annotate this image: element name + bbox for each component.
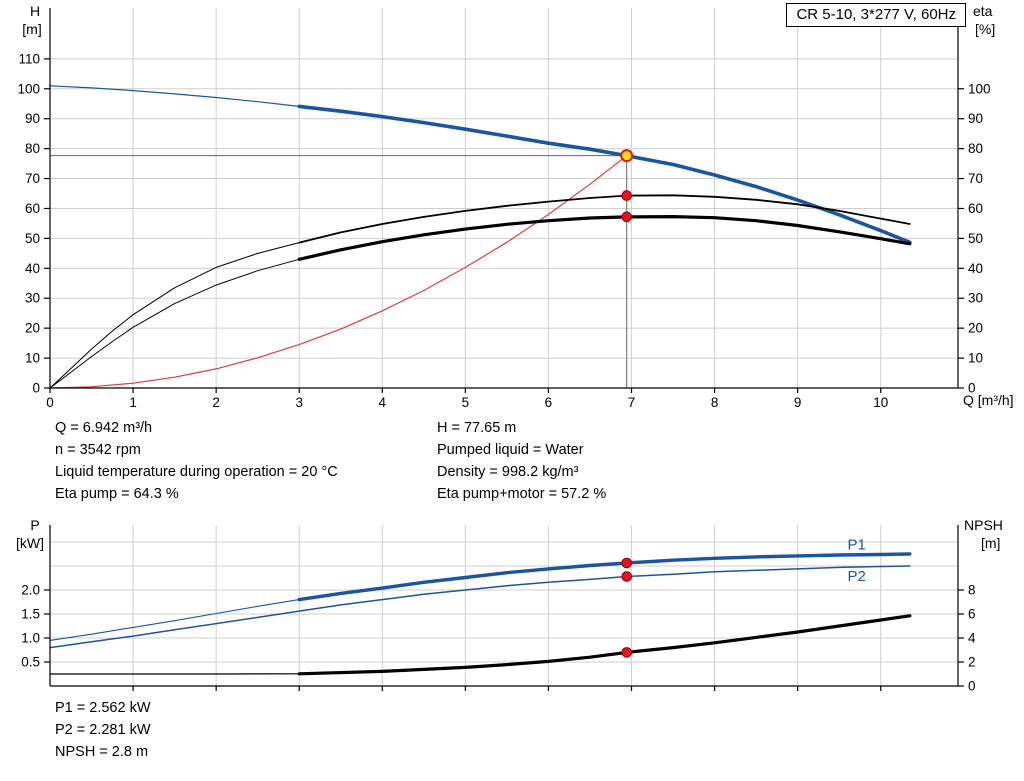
marker-eta-pump-point [621,190,633,201]
tick-label-left: 70 [25,171,40,186]
tick-label-x: 7 [628,395,636,410]
tick-label-x: 10 [873,395,888,410]
tick-label-x: 6 [545,395,553,410]
series-p1-lead [49,599,300,641]
duty-info-right-column: H = 77.65 m Pumped liquid = Water Densit… [437,417,606,505]
info-density: Density = 998.2 kg/m³ [437,464,579,480]
tick-label-left: 20 [25,321,40,336]
info-p1: P1 = 2.562 kW [55,700,151,716]
info-npsh: NPSH = 2.8 m [55,744,149,760]
npsh-axis-title: NPSH [964,517,1003,533]
pump-model-title: CR 5-10, 3*277 V, 60Hz [786,3,966,27]
tick-label-x: 5 [462,395,470,410]
tick-label-left: 0 [32,381,40,396]
tick-label-right: 8 [968,583,976,598]
tick-label-x: 2 [212,395,220,410]
npsh-axis-unit: [m] [981,535,1001,551]
tick-label-left: 30 [25,291,40,306]
tick-label-right: 0 [968,679,976,694]
series-system-curve [49,155,628,389]
tick-label-left: 10 [25,351,40,366]
marker-p1-point [621,557,633,569]
tick-label-left: 1.0 [21,630,40,645]
tick-label-x: 4 [379,395,387,410]
head-axis-title: H [29,3,41,19]
tick-label-left: 80 [25,141,40,156]
tick-label-left: 0.5 [21,654,40,669]
curve-label-P2: P2 [848,568,866,585]
power-info-column: P1 = 2.562 kW P2 = 2.281 kW NPSH = 2.8 m [55,697,151,763]
eta-axis-title: eta [973,3,993,19]
marker-eta-pump-motor-point [621,211,633,223]
tick-label-left: 2.0 [21,582,40,597]
tick-label-left: 100 [17,81,40,96]
curve-label-P1: P1 [848,537,866,554]
power-axis-title: P [30,517,40,533]
tick-label-right: 100 [968,81,991,96]
info-eta-pump-motor: Eta pump+motor = 57.2 % [437,486,607,502]
tick-label-x: 0 [46,395,54,410]
info-eta-pump: Eta pump = 64.3 % [55,486,179,502]
tick-label-left: 60 [25,201,40,216]
tick-label-right: 90 [968,111,983,126]
eta-axis-unit: [%] [975,21,996,37]
tick-label-left: 50 [25,231,40,246]
series-p1 [297,552,912,602]
marker-duty-point [620,149,634,163]
info-flow: Q = 6.942 m³/h [55,420,153,436]
flow-axis-title: Q [m³/h] [963,392,1014,408]
tick-label-left: 90 [25,111,40,126]
info-liquid-temperature: Liquid temperature during operation = 20… [55,464,338,480]
tick-label-right: 4 [968,631,976,646]
series-eta-pump-motor-lead [49,258,300,389]
power-axis-unit: [kW] [16,535,44,551]
tick-label-right: 10 [968,351,983,366]
tick-label-right: 6 [968,607,976,622]
tick-label-right: 2 [968,655,976,670]
head-eta-chart: 0102030405060708090100110010203040506070… [17,8,991,410]
tick-label-left: 1.5 [21,606,40,621]
series-p2 [49,565,911,649]
tick-label-right: 80 [968,141,983,156]
series-npsh [297,614,912,676]
tick-label-x: 3 [295,395,303,410]
tick-label-right: 60 [968,201,983,216]
tick-label-right: 50 [968,231,983,246]
series-eta-pump-motor [297,215,912,261]
head-axis-unit: [m] [22,21,42,37]
duty-info-left-column: Q = 6.942 m³/h n = 3542 rpm Liquid tempe… [55,417,338,505]
power-npsh-chart: 0.5 1.0 1.5 2.0 0 2 4 6 8 P1 P2 [21,525,976,694]
tick-label-left: 110 [18,51,40,66]
tick-label-right: 30 [968,291,983,306]
info-p2: P2 = 2.281 kW [55,722,151,738]
marker-npsh-point [621,647,633,658]
tick-label-right: 20 [968,321,983,336]
series-head-curve-lead [49,85,300,108]
tick-label-x: 8 [711,395,719,410]
info-speed: n = 3542 rpm [55,442,141,458]
marker-p2-point [621,571,633,582]
tick-label-x: 9 [794,395,802,410]
tick-label-left: 40 [25,261,40,276]
tick-label-right: 0 [968,381,976,396]
series-eta-pump-lead [49,242,300,389]
info-pumped-liquid: Pumped liquid = Water [437,442,584,458]
series-eta-pump [298,194,911,244]
info-head: H = 77.65 m [437,420,517,436]
tick-label-right: 40 [968,261,983,276]
tick-label-right: 70 [968,171,983,186]
tick-label-x: 1 [129,395,137,410]
